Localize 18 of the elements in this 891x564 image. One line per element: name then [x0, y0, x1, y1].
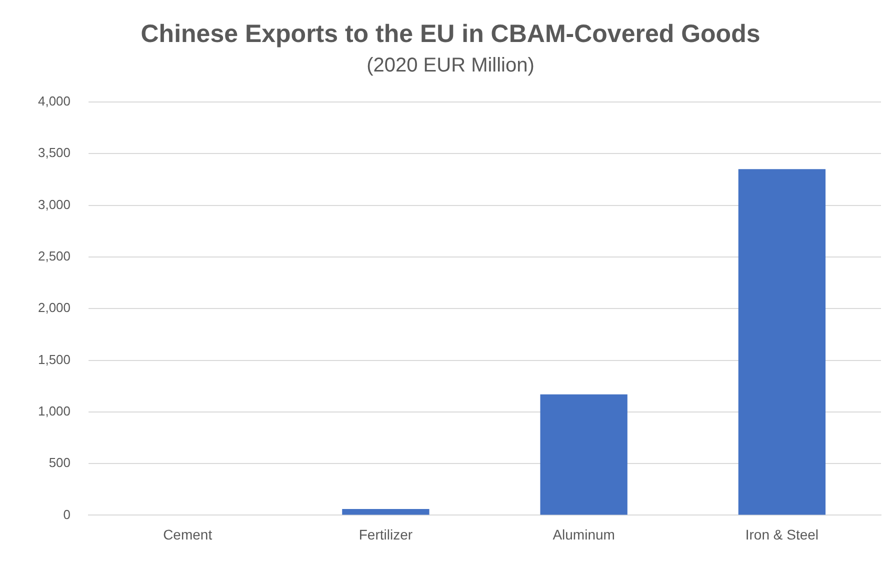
bar [738, 169, 826, 515]
y-tick-label: 2,500 [38, 248, 71, 264]
y-tick-label: 3,500 [38, 145, 71, 160]
y-tick-label: 0 [63, 506, 71, 522]
x-tick-label: Cement [163, 526, 212, 542]
x-tick-label: Iron & Steel [745, 526, 819, 542]
y-tick-label: 2,000 [38, 300, 71, 316]
y-tick-label: 4,000 [38, 94, 71, 109]
chart-subtitle: (2020 EUR Million) [366, 54, 534, 77]
bar [540, 394, 628, 515]
y-tick-label: 500 [48, 455, 71, 470]
bar [342, 509, 430, 515]
y-tick-label: 1,500 [38, 352, 71, 367]
chart-title: Chinese Exports to the EU in CBAM-Covered Goods [140, 20, 760, 48]
x-tick-label: Aluminum [552, 526, 615, 542]
y-tick-label: 1,000 [38, 403, 71, 418]
x-tick-label: Fertilizer [358, 526, 413, 542]
y-tick-label: 3,000 [38, 196, 71, 212]
